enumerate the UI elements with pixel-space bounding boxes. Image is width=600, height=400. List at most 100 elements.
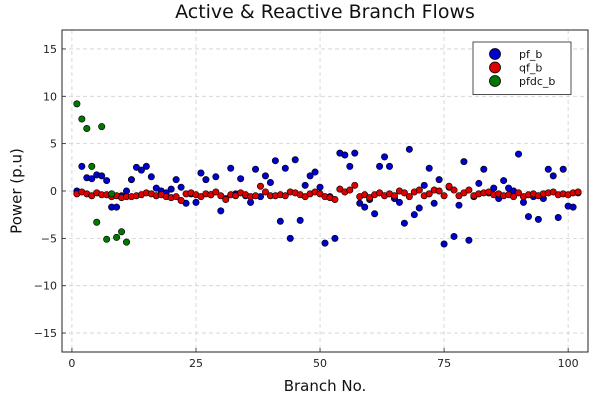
legend-marker [489, 61, 501, 74]
data-point-qf_b [574, 188, 582, 196]
y-tick-label: −10 [34, 280, 57, 293]
x-tick-label: 100 [558, 357, 579, 370]
data-point-pf_b [271, 157, 279, 165]
data-point-qf_b [390, 192, 398, 200]
x-tick-label: 25 [189, 357, 203, 370]
data-point-pf_b [311, 168, 319, 176]
data-point-pf_b [435, 176, 443, 184]
data-point-pf_b [351, 149, 359, 157]
data-point-pf_b [237, 175, 245, 183]
data-point-pf_b [217, 207, 225, 215]
data-point-qf_b [465, 186, 473, 194]
legend-item-qf_b: qf_b [489, 61, 542, 75]
data-point-pf_b [127, 176, 135, 184]
data-point-pf_b [316, 183, 324, 191]
data-point-pf_b [103, 177, 111, 185]
x-axis-label: Branch No. [284, 377, 367, 395]
data-point-pf_b [331, 234, 339, 242]
data-point-pfdc_b [123, 238, 131, 246]
data-point-pf_b [515, 150, 523, 158]
data-point-qf_b [346, 186, 354, 194]
data-series [73, 100, 582, 248]
data-point-pf_b [455, 201, 463, 209]
data-point-qf_b [217, 192, 225, 200]
legend-item-pfdc_b: pfdc_b [489, 75, 555, 88]
data-point-qf_b [425, 190, 433, 198]
data-point-qf_b [435, 187, 443, 195]
data-point-pfdc_b [93, 218, 101, 226]
data-point-pf_b [177, 183, 185, 191]
data-point-pf_b [147, 173, 155, 181]
data-point-pf_b [137, 166, 145, 174]
data-point-pf_b [281, 164, 289, 172]
data-point-qf_b [252, 192, 260, 200]
data-point-qf_b [510, 193, 518, 201]
series-pfdc_b [73, 100, 131, 246]
data-point-qf_b [281, 192, 289, 200]
data-point-qf_b [212, 188, 220, 196]
data-point-qf_b [440, 192, 448, 200]
data-point-pf_b [321, 239, 329, 247]
data-point-qf_b [351, 181, 359, 189]
data-point-pf_b [381, 153, 389, 161]
data-point-pfdc_b [73, 100, 81, 108]
axis-ticks: 0 25 50 75 100 −15 −10 −5 0 5 10 15 [34, 43, 579, 370]
data-point-pf_b [98, 172, 106, 180]
data-point-pf_b [167, 185, 175, 193]
y-tick-label: −5 [41, 232, 57, 245]
data-point-pf_b [197, 169, 205, 177]
data-point-pf_b [440, 240, 448, 248]
data-point-pf_b [261, 172, 269, 180]
data-point-pf_b [296, 216, 304, 224]
data-point-qf_b [400, 189, 408, 197]
data-point-pf_b [475, 179, 483, 187]
y-tick-label: 15 [43, 43, 57, 56]
data-point-pf_b [192, 198, 200, 206]
data-point-pf_b [415, 204, 423, 212]
data-point-qf_b [172, 193, 180, 201]
data-point-pfdc_b [78, 115, 86, 123]
data-point-pf_b [212, 173, 220, 181]
data-point-pf_b [569, 203, 577, 211]
data-point-pf_b [113, 203, 121, 211]
data-point-pfdc_b [98, 123, 106, 131]
data-point-pf_b [410, 211, 418, 219]
data-point-pf_b [371, 210, 379, 218]
data-point-pf_b [425, 164, 433, 172]
data-point-pf_b [534, 215, 542, 223]
legend-label: pf_b [519, 48, 542, 61]
y-tick-label: 10 [43, 90, 57, 103]
data-point-qf_b [415, 186, 423, 194]
y-axis-label: Power (p.u) [8, 148, 26, 234]
data-point-qf_b [256, 182, 264, 190]
data-point-pf_b [301, 181, 309, 189]
y-tick-label: 0 [50, 185, 57, 198]
data-point-pf_b [346, 162, 354, 170]
data-point-pf_b [386, 162, 394, 170]
y-tick-label: −15 [34, 327, 57, 340]
data-point-qf_b [445, 182, 453, 190]
data-point-pf_b [78, 162, 86, 170]
data-point-pfdc_b [88, 162, 96, 170]
x-tick-label: 0 [68, 357, 75, 370]
data-point-pf_b [306, 172, 314, 180]
data-point-pf_b [276, 217, 284, 225]
data-point-pf_b [559, 165, 567, 173]
data-point-qf_b [450, 186, 458, 194]
data-point-pf_b [395, 198, 403, 206]
series-qf_b [73, 181, 582, 204]
data-point-pf_b [142, 162, 150, 170]
data-point-pf_b [172, 176, 180, 184]
data-point-pf_b [405, 145, 413, 153]
legend-marker [489, 75, 501, 87]
data-point-pf_b [361, 203, 369, 211]
data-point-pfdc_b [113, 233, 121, 241]
data-point-pfdc_b [103, 235, 111, 243]
data-point-qf_b [515, 189, 523, 197]
data-point-pf_b [341, 151, 349, 159]
data-point-pf_b [202, 176, 210, 184]
data-point-pf_b [465, 236, 473, 244]
